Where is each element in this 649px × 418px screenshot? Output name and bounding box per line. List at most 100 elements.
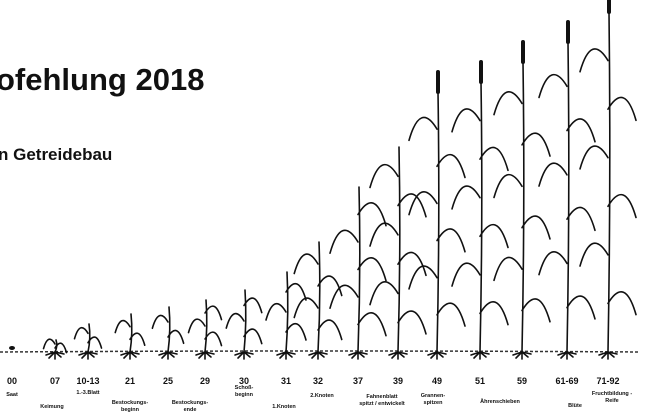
leaf (580, 243, 608, 266)
stage-code: 37 (353, 376, 363, 386)
leaf (522, 133, 550, 156)
stage-label: Fahnenblatt (366, 394, 397, 400)
stage-label: 2.Knoten (310, 393, 334, 399)
leaf (522, 299, 550, 322)
stage-label: Bestockungs- (172, 400, 209, 406)
leaf (398, 252, 426, 275)
leaf (286, 324, 306, 340)
roots (46, 352, 64, 359)
leaf (358, 258, 386, 281)
plant (370, 147, 426, 359)
plant (115, 314, 145, 359)
stage-code: 00 (7, 376, 17, 386)
plant (539, 22, 595, 359)
plant (294, 242, 342, 359)
stage-code: 61-69 (555, 376, 578, 386)
leaf (437, 229, 465, 252)
stage-code: 71-92 (596, 376, 619, 386)
roots (79, 352, 97, 359)
leaf (370, 223, 398, 246)
plant (226, 290, 262, 359)
leaf (580, 49, 608, 72)
leaf (44, 339, 56, 348)
leaf (409, 266, 437, 289)
leaf (452, 263, 480, 286)
leaf (567, 207, 595, 230)
stage-code: 59 (517, 376, 527, 386)
roots (196, 352, 214, 359)
leaf (494, 175, 522, 198)
leaf (539, 252, 567, 275)
stage-label: Grannen- (421, 393, 446, 399)
plant (44, 339, 67, 359)
leaf (330, 230, 358, 253)
leaf (398, 311, 426, 334)
stage-code: 25 (163, 376, 173, 386)
leaf (294, 254, 318, 273)
leaf (358, 313, 386, 336)
leaf (567, 296, 595, 319)
leaf (480, 302, 508, 325)
leaf (115, 321, 130, 333)
leaf (409, 117, 437, 140)
leaf (330, 285, 358, 308)
stem (168, 307, 170, 352)
plant (266, 272, 306, 359)
leaf (437, 303, 465, 326)
title: ofehlung 2018 (0, 62, 204, 97)
stage-label: Fruchtbildung - (592, 391, 632, 397)
stage-label: spitzt / entwickelt (359, 401, 405, 407)
plant (189, 300, 222, 359)
plant (580, 0, 636, 359)
roots (513, 352, 531, 359)
labels: 00Saat07Keimung10-131.-3.Blatt21Bestocku… (6, 376, 632, 413)
stage-code: 51 (475, 376, 485, 386)
seed (9, 346, 15, 350)
leaf (608, 97, 636, 120)
leaf (244, 298, 262, 312)
stage-label: Saat (6, 392, 18, 398)
leaf (480, 147, 508, 170)
leaf (409, 192, 437, 215)
stage-code: 10-13 (76, 376, 99, 386)
roots (599, 352, 617, 359)
roots (235, 352, 253, 359)
stage-label: beginn (121, 407, 140, 413)
stage-label: Ährenschieben (480, 398, 520, 405)
leaf (358, 203, 386, 226)
stage-label: Schoß- (235, 385, 254, 391)
stem (318, 242, 320, 352)
leaf (522, 216, 550, 239)
stem (130, 314, 132, 352)
roots (277, 352, 295, 359)
leaf (608, 195, 636, 218)
roots (121, 352, 139, 359)
roots (309, 352, 327, 359)
roots (428, 352, 446, 359)
plants (9, 0, 636, 359)
leaf (494, 257, 522, 280)
leaf (370, 165, 398, 188)
diagram: ofehlung 2018 n Getreidebau 00Saat07Keim… (0, 0, 649, 418)
stage-code: 29 (200, 376, 210, 386)
leaf (608, 292, 636, 315)
stage-code: 31 (281, 376, 291, 386)
stage-label: spitzen (424, 400, 444, 406)
stage-code: 39 (393, 376, 403, 386)
stage-label: Bestockungs- (112, 400, 149, 406)
leaf (205, 332, 222, 345)
plant (409, 72, 465, 359)
leaf (266, 304, 286, 320)
leaf (437, 155, 465, 178)
roots (389, 352, 407, 359)
stem (88, 324, 90, 352)
leaf (286, 284, 306, 300)
plant (75, 324, 102, 359)
roots (471, 352, 489, 359)
stage-label: 1.-3.Blatt (76, 390, 99, 396)
stage-code: 32 (313, 376, 323, 386)
plant (330, 187, 386, 359)
leaf (226, 314, 244, 328)
stage-label: Keimung (40, 404, 64, 410)
stage-label: Blüte (568, 403, 582, 409)
